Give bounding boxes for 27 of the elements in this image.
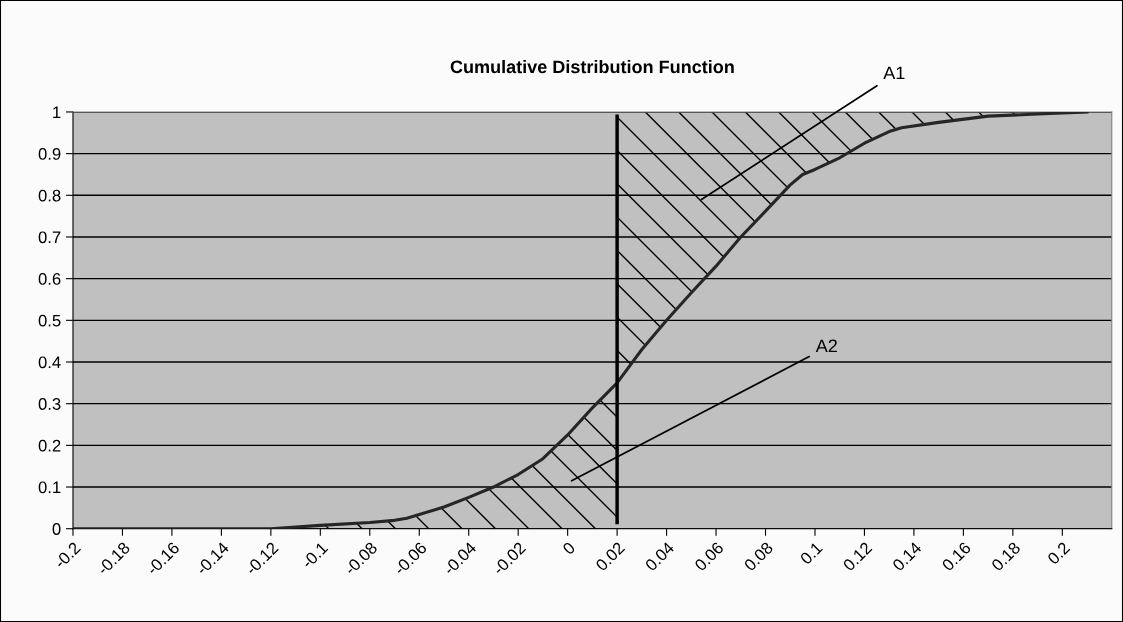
annotation: A2 [815, 339, 837, 353]
y-tick-label: 0.3 [38, 398, 61, 410]
y-tick-label: 0.7 [38, 231, 61, 244]
y-tick-label: 0.1 [38, 481, 61, 494]
x-tick-label: 0.06 [693, 541, 725, 572]
x-tick-label: 0.1 [799, 541, 824, 566]
y-tick-label: 1 [53, 106, 61, 118]
y-tick-label: 0.4 [38, 356, 61, 369]
y-tick-label: 0.6 [38, 273, 61, 285]
x-tick-label: 0.12 [842, 541, 873, 572]
x-tick-label: 0.2 [1046, 541, 1071, 566]
y-tick-label: 0.5 [38, 314, 61, 327]
x-tick-label: 0.02 [594, 541, 626, 572]
x-tick-label: 0 [561, 541, 576, 556]
text: A1 [883, 66, 905, 80]
x-tick-label: 0.14 [891, 541, 923, 572]
x-tick-label: 0.04 [644, 541, 675, 572]
x-tick-label: 0.08 [743, 541, 774, 572]
x-tick-label: 0.16 [941, 541, 972, 572]
x-tick-label: 0.18 [990, 541, 1021, 572]
y-tick-label: 0.2 [38, 439, 61, 452]
x-tick-label: -0.1 [300, 541, 329, 569]
y-tick-label: 0.9 [38, 148, 61, 160]
y-tick-label: 0 [52, 523, 61, 535]
chart-title: Cumulative Distribution Function [450, 59, 734, 74]
x-tick-label: -0.2 [53, 541, 82, 569]
y-tick-label: 0.8 [38, 189, 61, 202]
